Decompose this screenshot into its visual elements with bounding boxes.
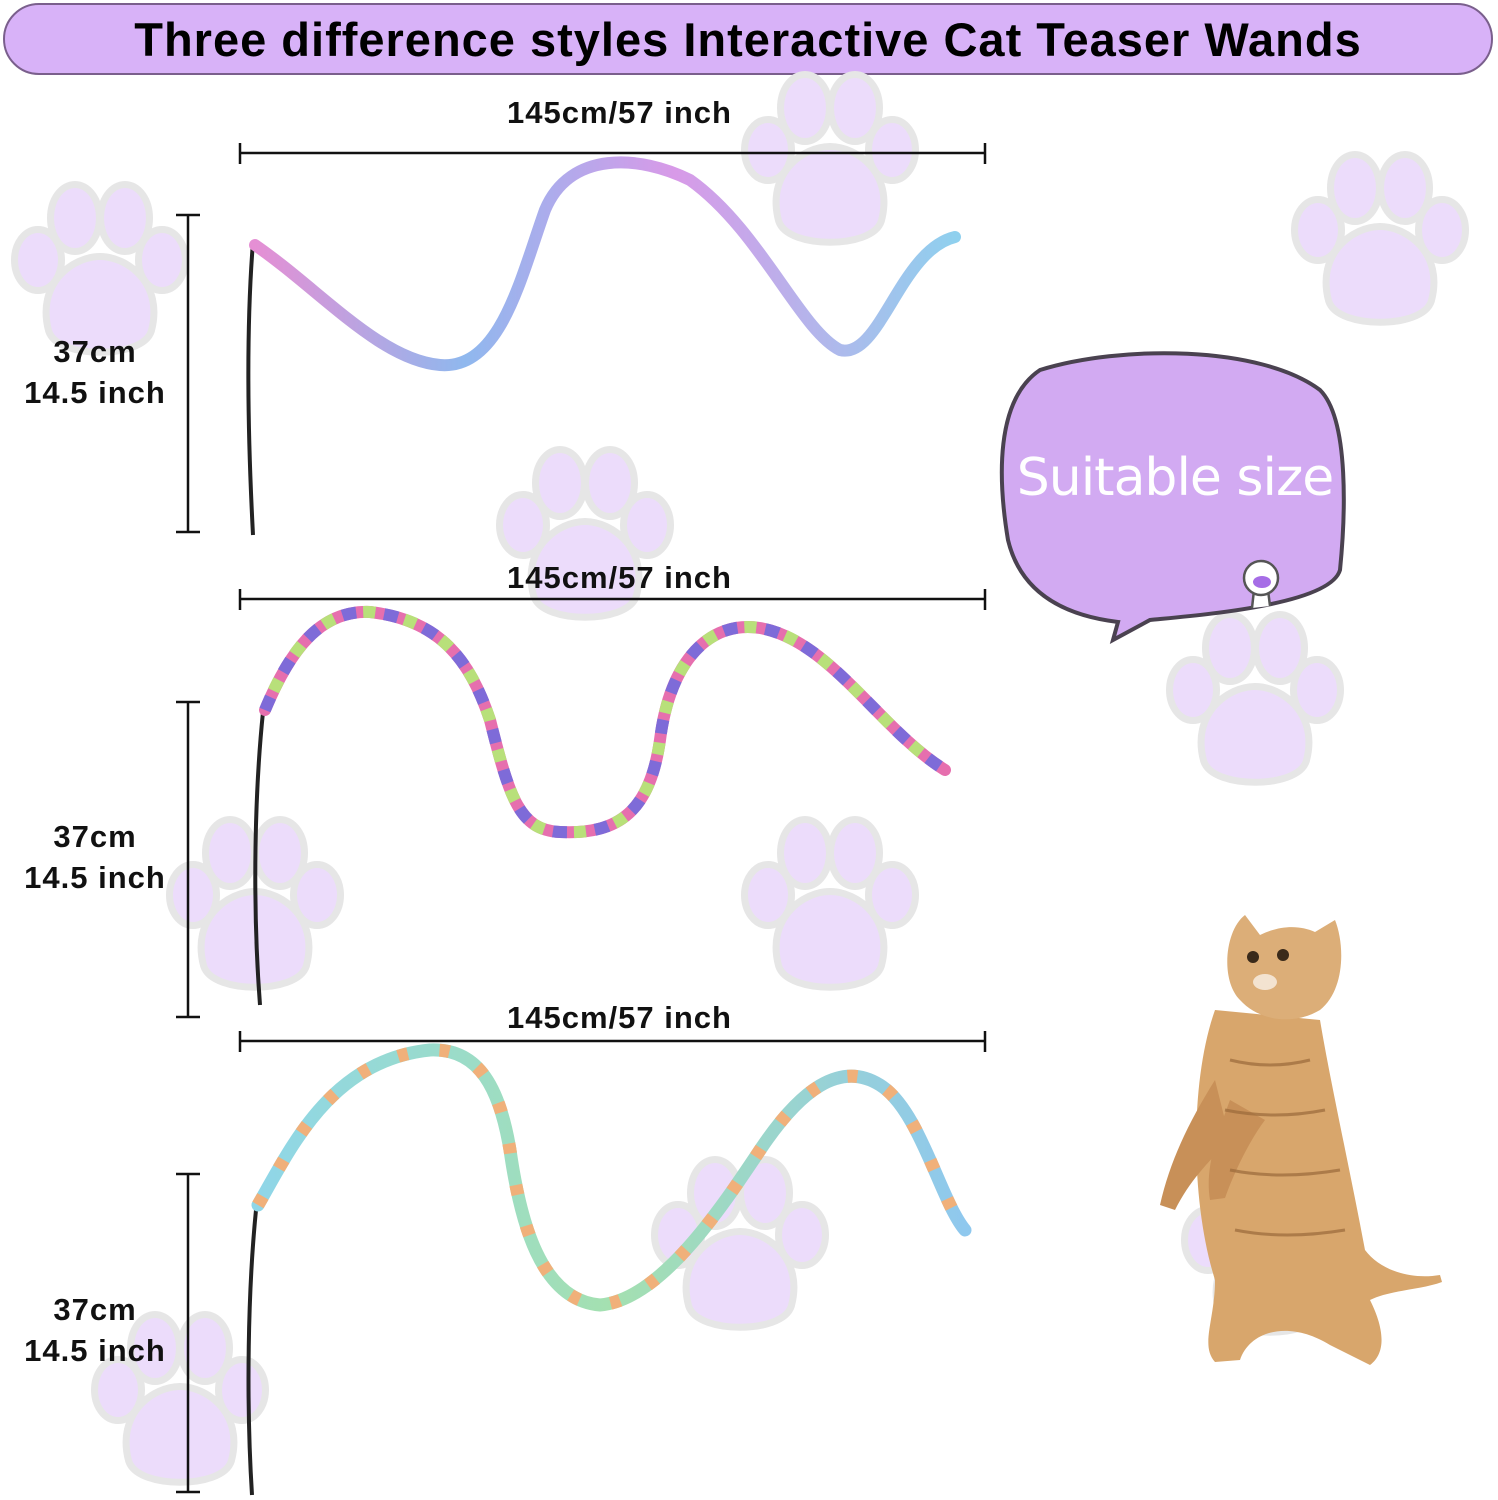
paw-icon [1298,158,1462,319]
height-cm: 37cm [53,819,137,854]
paw-icon [1173,618,1337,779]
paw-icon [18,188,182,349]
height-label-1: 37cm 14.5 inch [0,331,190,413]
length-label-2: 145cm/57 inch [507,560,732,595]
height-label-3: 37cm 14.5 inch [0,1289,190,1371]
height-cm: 37cm [53,334,137,369]
wand-2 [253,605,951,1006]
dimension-lines [176,143,987,1494]
height-cm: 37cm [53,1292,137,1327]
wand-1 [246,156,961,536]
page-title: Three difference styles Interactive Cat … [134,12,1362,66]
paw-icon [748,823,912,984]
length-label-1: 145cm/57 inch [507,95,732,130]
paw-icon [748,78,912,239]
title-banner: Three difference styles Interactive Cat … [3,3,1493,75]
wand-3 [246,1043,972,1496]
bubble-text: Suitable size [1016,448,1334,508]
height-in: 14.5 inch [24,375,166,410]
length-label-3: 145cm/57 inch [507,1000,732,1035]
cat-paw-icon [1242,559,1280,609]
height-in: 14.5 inch [24,860,166,895]
height-in: 14.5 inch [24,1333,166,1368]
kitten-image [1160,915,1442,1365]
speech-bubble [999,351,1346,644]
height-label-2: 37cm 14.5 inch [0,816,190,898]
